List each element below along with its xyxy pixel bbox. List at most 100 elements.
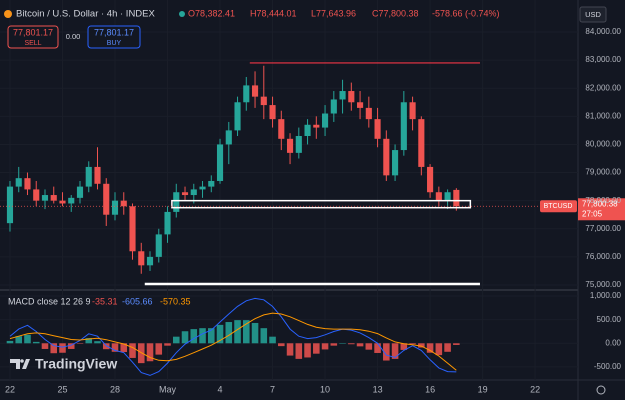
x-tick-label: May <box>159 384 177 394</box>
brand: TradingView <box>35 356 117 372</box>
candle-body <box>251 85 259 97</box>
macd-hist-last: -35.31 <box>92 296 118 306</box>
ohlc-high: H78,444.01 <box>250 8 297 18</box>
sell-price: 77,801.17 <box>13 27 53 37</box>
candle-body <box>409 102 416 120</box>
candle-body <box>234 102 241 131</box>
macd-histogram-bar <box>181 331 189 344</box>
macd-title: MACD close 12 26 9 <box>8 296 91 306</box>
candle-body <box>85 166 92 187</box>
candle-body <box>304 124 311 137</box>
x-tick-label: 16 <box>425 384 435 394</box>
y-tick-label: 80,000.00 <box>585 140 621 149</box>
change: -578.66 (-0.74%) <box>432 8 500 18</box>
macd-histogram-bar <box>6 340 14 344</box>
candle-body <box>427 166 434 193</box>
y-tick-label: 84,000.00 <box>585 27 621 36</box>
x-tick-label: 4 <box>218 384 223 394</box>
candle-body <box>15 178 22 187</box>
candle-body <box>41 195 49 201</box>
x-tick-label: 19 <box>478 384 488 394</box>
macd-histogram-bar <box>374 343 381 353</box>
macd-histogram-bar <box>111 343 119 352</box>
buy-button[interactable] <box>87 25 141 49</box>
macd-line <box>9 297 457 376</box>
candle-body <box>400 102 407 151</box>
candle-body <box>348 91 355 103</box>
logo-dot <box>20 359 24 363</box>
candle-body <box>260 96 267 106</box>
spread: 0.00 <box>66 32 81 41</box>
y-tick-label: 1,000.00 <box>590 291 622 300</box>
macd-histogram-bar <box>269 336 276 344</box>
ohlc-low: L77,643.96 <box>311 8 356 18</box>
x-tick-label: 22 <box>5 384 15 394</box>
symbol-tag-box <box>540 200 577 213</box>
candle-body <box>216 144 224 181</box>
candle-body <box>295 136 302 153</box>
macd-histogram-bar <box>400 343 408 350</box>
candle-body <box>435 192 442 201</box>
y-tick-label: 76,000.00 <box>585 252 621 261</box>
candle-body <box>33 189 40 201</box>
candle-body <box>330 99 337 114</box>
y-tick-label: 78,000.00 <box>585 196 621 205</box>
candle-body <box>444 192 451 201</box>
macd-histogram-bar <box>216 324 224 344</box>
macd-histogram-bar <box>278 343 285 347</box>
macd-histogram-bar <box>251 322 259 344</box>
macd-histogram-bar <box>59 343 66 353</box>
macd-histogram-bar <box>94 341 101 344</box>
sell-button[interactable] <box>7 25 59 49</box>
macd-histogram-bar <box>50 343 58 354</box>
logo-glyph <box>10 359 30 369</box>
buy-price: 77,801.17 <box>94 27 134 37</box>
settings-icon[interactable] <box>596 385 606 395</box>
signal-line <box>9 312 457 371</box>
candle-body <box>365 107 372 120</box>
macd-histogram-bar <box>199 328 206 344</box>
price-tag-box <box>578 198 625 221</box>
x-tick-label: 7 <box>270 384 275 394</box>
macd-histogram-bar <box>356 343 364 347</box>
y-tick-label: 81,000.00 <box>585 111 621 120</box>
candle-body <box>164 211 171 235</box>
y-tick-label: 79,000.00 <box>585 168 621 177</box>
candle-body <box>190 189 197 196</box>
macd-signal-last: -570.35 <box>160 296 191 306</box>
countdown: 27:05 <box>582 209 603 218</box>
currency: USD <box>585 10 601 19</box>
brand-logo: TradingView <box>10 356 117 372</box>
candle-body <box>68 197 75 204</box>
chart-title: Bitcoin / U.S. Dollar · 4h · INDEX <box>16 9 156 20</box>
x-tick-label: 10 <box>320 384 330 394</box>
candle-body <box>138 251 145 266</box>
macd-histogram-bar <box>15 336 23 344</box>
macd-histogram-bar <box>120 343 128 353</box>
candle-body <box>120 200 127 207</box>
macd-histogram-bar <box>348 343 355 345</box>
macd-histogram-bar <box>76 343 84 344</box>
buy-label: BUY <box>107 40 122 47</box>
macd-histogram-bar <box>155 343 163 355</box>
candle-body <box>392 150 399 176</box>
x-tick-label: 13 <box>373 384 383 394</box>
candle-body <box>181 192 189 196</box>
symbol-icon <box>4 10 12 18</box>
candle-body <box>173 192 180 212</box>
currency-button[interactable] <box>579 6 607 23</box>
x-tick-label: 22 <box>530 384 540 394</box>
macd-histogram-bar <box>164 343 171 346</box>
status-dot <box>179 11 185 17</box>
candle-body <box>453 189 460 207</box>
macd-histogram-bar <box>41 343 49 349</box>
macd-line-last: -605.66 <box>122 296 153 306</box>
candle-body <box>146 256 154 266</box>
macd-histogram-bar <box>172 336 180 344</box>
macd-histogram-bar <box>365 343 373 350</box>
macd-histogram-bar <box>190 329 198 344</box>
macd-histogram-bar <box>435 343 443 356</box>
y-tick-label: -500.00 <box>594 362 622 371</box>
y-tick-label: 83,000.00 <box>585 55 621 64</box>
